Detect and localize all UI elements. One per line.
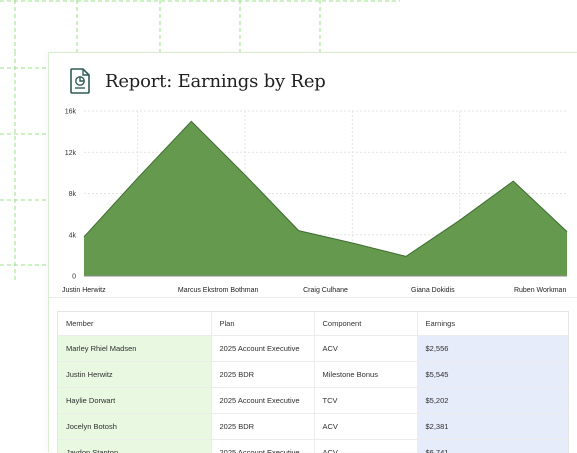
data-point (405, 256, 407, 258)
section-divider (49, 297, 577, 298)
member-cell: Justin Herwitz (58, 362, 211, 388)
column-header-component[interactable]: Component (314, 312, 417, 336)
table-row[interactable]: Marley Rhiel Madsen 2025 Account Executi… (58, 336, 568, 362)
member-cell: Marley Rhiel Madsen (58, 336, 211, 362)
y-tick-label: 8k (69, 191, 77, 198)
data-point (191, 121, 193, 123)
x-tick-label: Giana Dokidis (411, 287, 455, 294)
data-point (513, 180, 515, 182)
x-tick-label: Ruben Workman (514, 287, 567, 294)
x-tick-label: Craig Culhane (303, 287, 348, 294)
y-tick-label: 4k (69, 232, 77, 239)
earnings-area-chart: 0 4k 8k 12k 16k Justin Herwitz Marcus Ekstrom … (49, 53, 577, 298)
table-row[interactable]: Justin Herwitz 2025 BDR Milestone Bonus … (58, 362, 568, 388)
y-tick-label: 0 (72, 274, 76, 281)
y-tick-label: 12k (65, 150, 77, 157)
column-header-plan[interactable]: Plan (211, 312, 314, 336)
component-cell: Milestone Bonus (314, 362, 417, 388)
y-tick-label: 16k (65, 109, 77, 116)
data-point (137, 177, 139, 179)
earnings-table: Member Plan Component Earnings Marley Rh… (57, 311, 569, 453)
component-cell: TCV (314, 388, 417, 414)
data-point (244, 174, 246, 176)
data-point (83, 236, 85, 238)
x-tick-label: Justin Herwitz (62, 287, 106, 294)
plan-cell: 2025 Account Executive (211, 336, 314, 362)
area-series-fill (84, 121, 567, 276)
column-header-member[interactable]: Member (58, 312, 211, 336)
member-cell: Jocelyn Botosh (58, 414, 211, 440)
x-tick-label: Marcus Ekstrom Bothman (178, 287, 259, 294)
column-header-earnings[interactable]: Earnings (417, 312, 568, 336)
table-row[interactable]: Jocelyn Botosh 2025 BDR ACV $2,381 (58, 414, 568, 440)
earnings-cell: $2,556 (417, 336, 568, 362)
plan-cell: 2025 Account Executive (211, 388, 314, 414)
member-cell: Haylie Dorwart (58, 388, 211, 414)
table-row[interactable]: Haylie Dorwart 2025 Account Executive TC… (58, 388, 568, 414)
data-point (459, 220, 461, 222)
plan-cell: 2025 BDR (211, 362, 314, 388)
earnings-cell: $5,202 (417, 388, 568, 414)
component-cell: ACV (314, 336, 417, 362)
component-cell: ACV (314, 414, 417, 440)
earnings-cell: $5,545 (417, 362, 568, 388)
data-point (298, 230, 300, 232)
data-point (566, 231, 568, 233)
plan-cell: 2025 BDR (211, 414, 314, 440)
data-point (352, 242, 354, 244)
earnings-cell: $2,381 (417, 414, 568, 440)
table-header-row: Member Plan Component Earnings (58, 312, 568, 336)
